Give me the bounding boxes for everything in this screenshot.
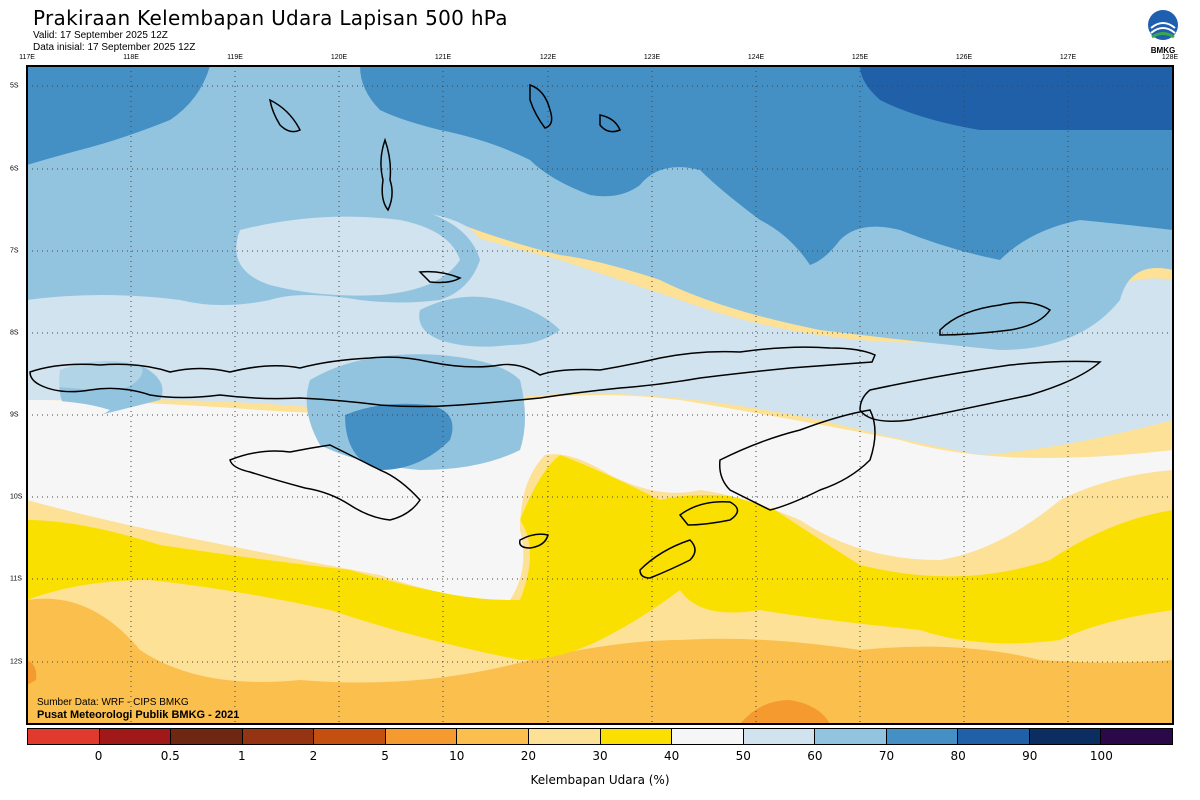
lat-label: 5S bbox=[10, 82, 19, 90]
colorbar-segment bbox=[385, 729, 458, 744]
colorbar-tick-label: 100 bbox=[1089, 749, 1113, 763]
colorbar-tick-label: 10 bbox=[449, 749, 465, 763]
colorbar-segment bbox=[886, 729, 959, 744]
colorbar-tick-label: 0.5 bbox=[160, 749, 180, 763]
colorbar-tick-label: 80 bbox=[950, 749, 966, 763]
colorbar-tick-label: 50 bbox=[735, 749, 751, 763]
lat-label: 11S bbox=[10, 575, 22, 583]
lat-label: 10S bbox=[10, 493, 23, 501]
colorbar-segment bbox=[600, 729, 673, 744]
colorbar-tick-label: 2 bbox=[309, 749, 318, 763]
lon-label: 123E bbox=[643, 54, 661, 61]
map-title: Prakiraan Kelembapan Udara Lapisan 500 h… bbox=[33, 6, 508, 30]
data-source: Sumber Data: WRF - CIPS BMKG bbox=[37, 697, 189, 708]
colorbar-segment bbox=[314, 729, 386, 744]
colorbar-segment bbox=[1029, 729, 1102, 744]
colorbar-tick-label: 60 bbox=[807, 749, 823, 763]
colorbar bbox=[27, 728, 1173, 745]
colorbar-segment bbox=[242, 729, 315, 744]
lon-label: 120E bbox=[330, 54, 348, 61]
humidity-fields bbox=[27, 66, 1173, 724]
producer: Pusat Meteorologi Publik BMKG - 2021 bbox=[37, 709, 240, 721]
colorbar-segment bbox=[528, 729, 601, 744]
colorbar-segment bbox=[1101, 729, 1172, 744]
init-time: Data inisial: 17 September 2025 12Z bbox=[33, 42, 196, 53]
lat-label: 9S bbox=[10, 411, 19, 419]
lon-label: 124E bbox=[747, 54, 765, 61]
colorbar-tick-label: 90 bbox=[1022, 749, 1038, 763]
colorbar-tick-label: 5 bbox=[381, 749, 389, 763]
lat-label: 7S bbox=[10, 247, 19, 255]
lon-label: 126E bbox=[955, 54, 973, 61]
lon-label: 121E bbox=[434, 54, 452, 61]
colorbar-tick-label: 40 bbox=[663, 749, 680, 763]
colorbar-tick-label: 0 bbox=[94, 749, 103, 763]
lon-label: 127E bbox=[1059, 54, 1077, 61]
colorbar-tick-label: 20 bbox=[520, 749, 537, 763]
bmkg-logo: BMKG bbox=[1143, 8, 1183, 56]
lon-label: 117E bbox=[19, 54, 35, 61]
colorbar-segment bbox=[815, 729, 887, 744]
lon-label: 125E bbox=[851, 54, 869, 61]
colorbar-segment bbox=[457, 729, 529, 744]
colorbar-segment bbox=[171, 729, 243, 744]
valid-time: Valid: 17 September 2025 12Z bbox=[33, 30, 168, 41]
lat-label: 12S bbox=[10, 658, 23, 666]
lon-label: 119E bbox=[227, 54, 243, 61]
logo-text: BMKG bbox=[1151, 46, 1175, 55]
colorbar-tick-label: 30 bbox=[592, 749, 608, 763]
map-frame bbox=[26, 65, 1174, 725]
coastlines bbox=[29, 83, 1102, 579]
colorbar-segment bbox=[28, 729, 100, 744]
lon-label: 118E bbox=[123, 54, 139, 61]
lon-label: 122E bbox=[539, 54, 557, 61]
colorbar-segment bbox=[958, 729, 1030, 744]
colorbar-tick-label: 70 bbox=[878, 749, 895, 763]
colorbar-title: Kelembapan Udara (%) bbox=[530, 773, 670, 787]
lat-label: 6S bbox=[10, 165, 19, 173]
colorbar-segment bbox=[99, 729, 172, 744]
colorbar-tick-label: 1 bbox=[238, 749, 246, 763]
colorbar-segment bbox=[743, 729, 816, 744]
lon-label: 128E bbox=[1161, 54, 1179, 61]
colorbar-segment bbox=[672, 729, 744, 744]
gridlines bbox=[27, 66, 1173, 724]
lat-label: 8S bbox=[10, 329, 19, 337]
